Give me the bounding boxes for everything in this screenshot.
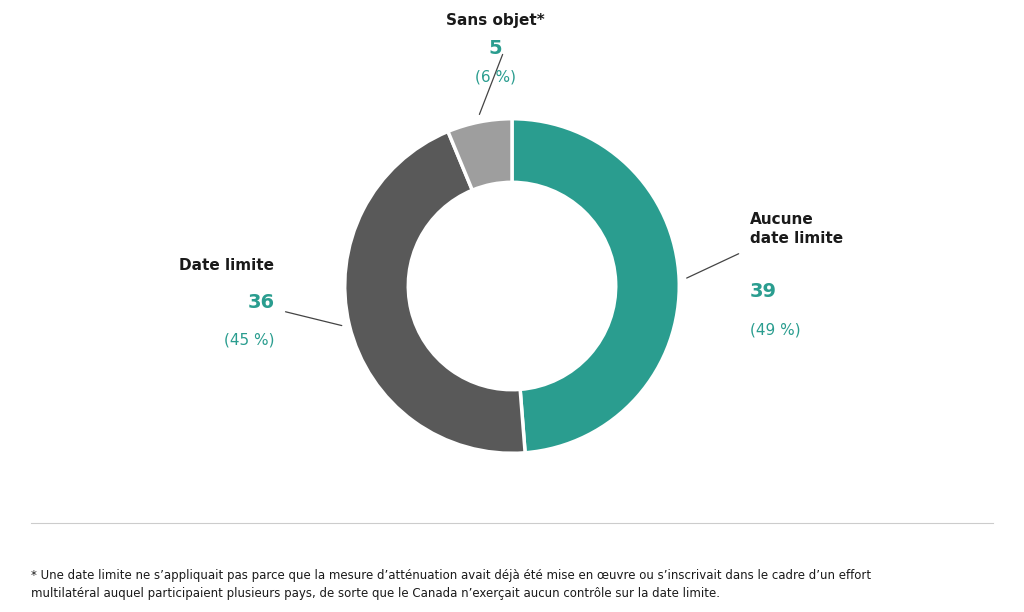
Text: * Une date limite ne s’appliquait pas parce que la mesure d’atténuation avait dé: * Une date limite ne s’appliquait pas pa… (31, 569, 870, 600)
Wedge shape (345, 132, 525, 453)
Text: 5: 5 (488, 39, 502, 58)
Text: (49 %): (49 %) (750, 322, 800, 337)
Text: Date limite: Date limite (179, 258, 274, 274)
Text: Aucune
date limite: Aucune date limite (750, 212, 843, 246)
Text: 39: 39 (750, 282, 776, 300)
Text: (45 %): (45 %) (224, 332, 274, 347)
Text: (6 %): (6 %) (475, 69, 516, 84)
Wedge shape (447, 119, 512, 190)
Text: Sans objet*: Sans objet* (445, 12, 545, 28)
Text: 36: 36 (248, 293, 274, 312)
Wedge shape (512, 119, 679, 453)
